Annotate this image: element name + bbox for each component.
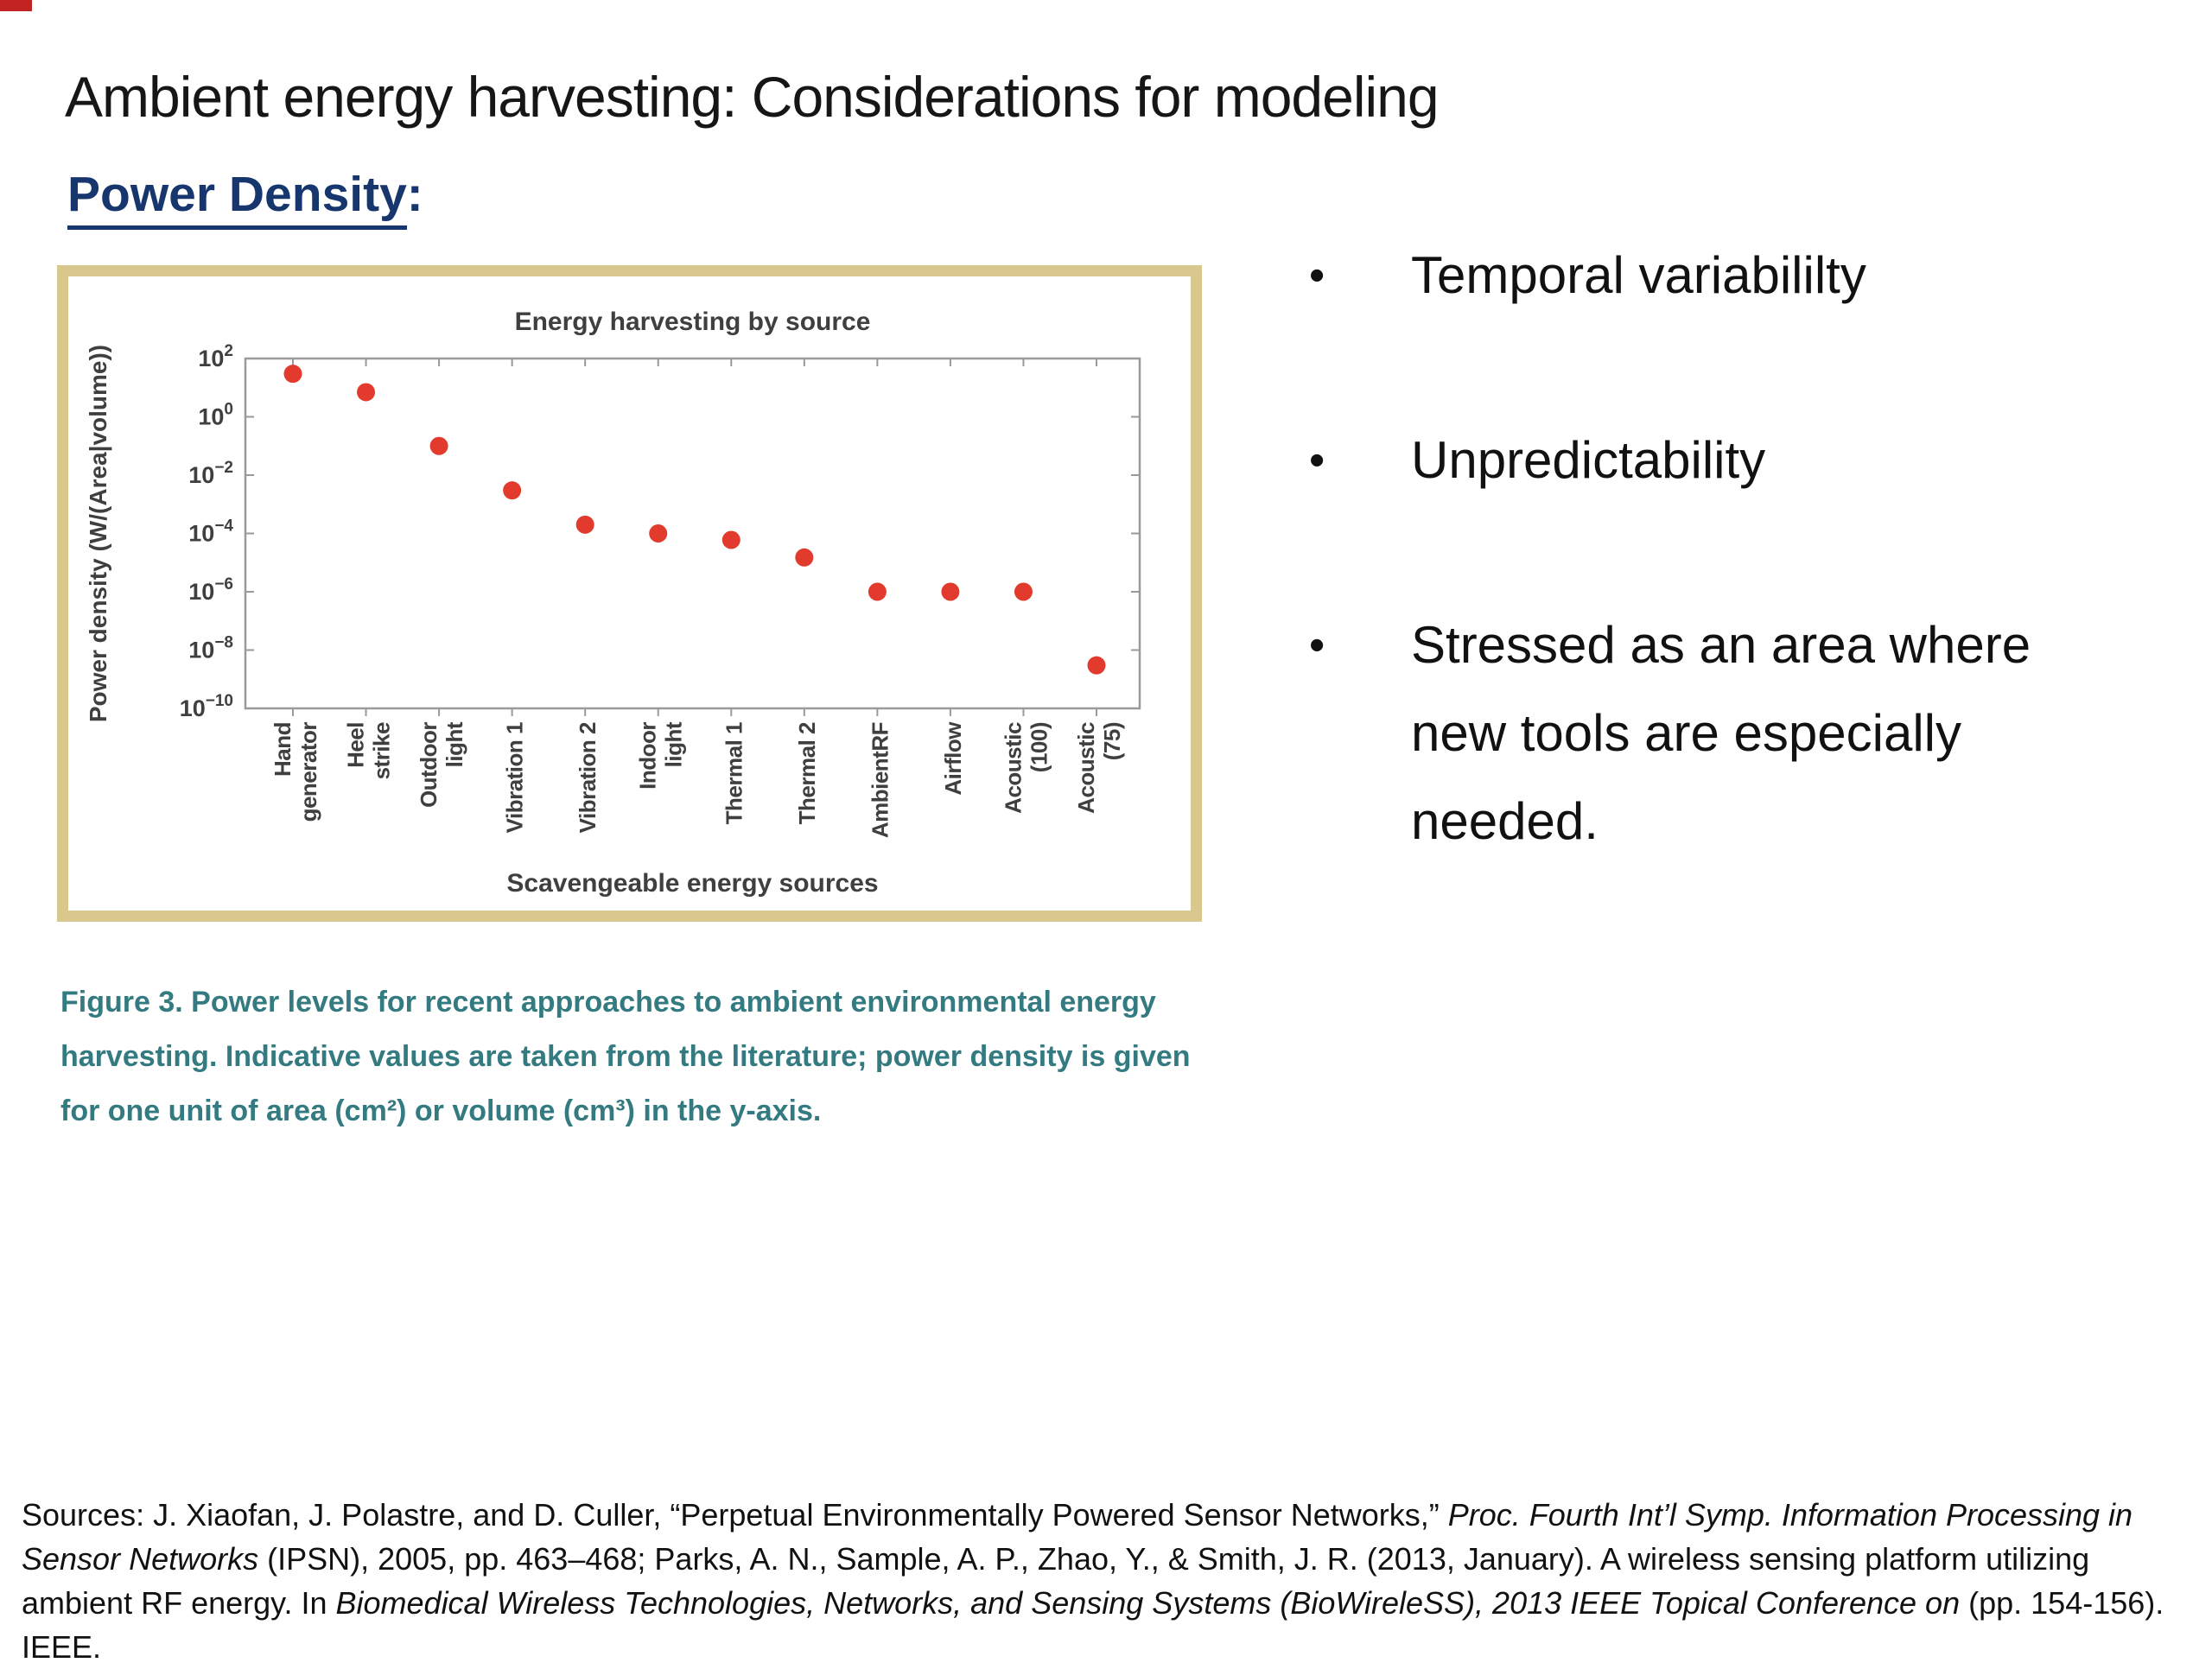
figure-caption: Figure 3. Power levels for recent approa… (60, 986, 1191, 1127)
slide-corner-mark (0, 0, 32, 11)
svg-text:Thermal 1: Thermal 1 (721, 722, 747, 824)
bullet-marker: • (1309, 435, 1325, 485)
svg-text:AmbientRF: AmbientRF (867, 722, 893, 838)
svg-text:Airflow: Airflow (940, 721, 966, 796)
figure-chart: Energy harvesting by source 102 100 10−2 10−… (85, 308, 1141, 898)
page-title: Ambient energy harvesting: Consideration… (65, 65, 1440, 130)
bullet-text: Stressed as an area where new tools are … (1411, 616, 2031, 850)
svg-text:Power density (W/(Area|volume): Power density (W/(Area|volume)) (85, 345, 111, 722)
svg-text:10−10: 10−10 (180, 692, 233, 721)
figure-frame: Energy harvesting by source 102 100 10−2 10−… (57, 265, 1202, 922)
svg-text:Acoustic: Acoustic (1000, 722, 1026, 814)
svg-text:Energy harvesting by source: Energy harvesting by source (515, 308, 871, 336)
section-heading-colon: : (406, 167, 423, 222)
bullet-text: Temporal variabililty (1411, 246, 1866, 304)
svg-text:Vibration 2: Vibration 2 (575, 722, 601, 833)
bullet-text: Unpredictability (1411, 431, 1766, 489)
bullet-item: • Stressed as an area where new tools ar… (1309, 601, 2121, 866)
svg-text:light: light (442, 721, 467, 767)
svg-text:strike: strike (369, 722, 395, 779)
svg-text:Thermal 2: Thermal 2 (794, 722, 820, 824)
svg-text:Acoustic: Acoustic (1073, 722, 1099, 814)
section-heading-text: Power Density (67, 167, 407, 230)
svg-text:Heel: Heel (343, 722, 369, 768)
bullet-item: • Temporal variabililty (1309, 232, 2121, 320)
svg-text:Hand: Hand (270, 722, 296, 777)
bullet-item: • Unpredictability (1309, 416, 2121, 505)
section-heading-power-density: Power Density: (67, 166, 423, 230)
svg-text:(75): (75) (1099, 722, 1125, 760)
svg-text:light: light (661, 721, 687, 767)
svg-text:10−8: 10−8 (188, 634, 233, 663)
svg-text:Outdoor: Outdoor (416, 722, 442, 808)
svg-text:10−4: 10−4 (188, 517, 233, 547)
svg-text:10−6: 10−6 (188, 575, 233, 605)
svg-text:100: 100 (198, 401, 233, 430)
svg-text:(100): (100) (1026, 722, 1052, 772)
sources-text: Sources: J. Xiaofan, J. Polastre, and D.… (22, 1497, 2164, 1665)
svg-text:102: 102 (198, 342, 233, 371)
svg-text:Scavengeable energy sources: Scavengeable energy sources (506, 869, 878, 898)
bullet-marker: • (1309, 620, 1325, 670)
svg-text:Vibration 1: Vibration 1 (502, 722, 528, 833)
bullet-list: • Temporal variabililty • Unpredictabili… (1309, 232, 2121, 962)
bullet-marker: • (1309, 251, 1325, 301)
svg-text:generator: generator (296, 722, 321, 822)
svg-text:10−2: 10−2 (188, 459, 233, 488)
svg-text:Indoor: Indoor (635, 722, 661, 790)
